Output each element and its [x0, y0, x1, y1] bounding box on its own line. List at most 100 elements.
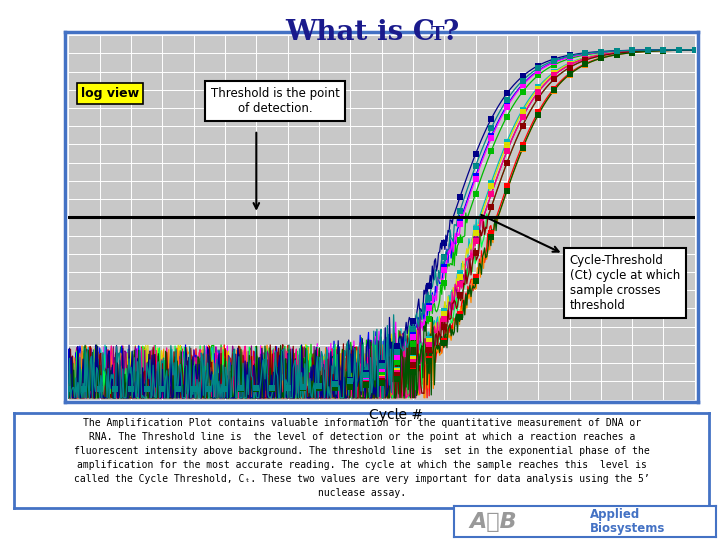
Point	[611, 47, 622, 56]
Point	[125, 384, 137, 393]
Point	[438, 307, 450, 315]
Point	[658, 46, 670, 55]
Point	[548, 75, 559, 84]
Point	[673, 46, 685, 55]
Point	[642, 46, 654, 55]
Point	[595, 47, 607, 56]
Point	[141, 384, 153, 393]
Point	[548, 56, 559, 65]
Point	[438, 323, 450, 332]
Point	[172, 384, 184, 393]
Point	[408, 355, 419, 363]
Point	[141, 384, 153, 393]
Point	[204, 384, 215, 393]
Point	[595, 51, 607, 60]
Point	[611, 49, 622, 57]
Point	[344, 382, 356, 391]
Point	[626, 48, 638, 57]
Point	[408, 333, 419, 341]
Point	[580, 55, 591, 63]
Point	[564, 63, 575, 72]
Point	[157, 384, 168, 393]
Point	[642, 46, 654, 55]
Point	[454, 235, 466, 244]
Point	[141, 384, 153, 393]
Point	[611, 50, 622, 59]
Point	[533, 87, 544, 96]
Point	[564, 70, 575, 79]
Point	[63, 384, 74, 393]
Point	[78, 384, 90, 393]
Point	[219, 384, 230, 393]
Point	[595, 48, 607, 57]
Point	[219, 384, 230, 393]
Point	[313, 384, 325, 393]
Point	[204, 384, 215, 393]
Point	[392, 375, 403, 383]
Point	[251, 384, 262, 393]
Point	[94, 384, 106, 393]
Point	[533, 84, 544, 93]
Point	[376, 379, 387, 387]
Point	[63, 384, 74, 393]
Point	[109, 384, 121, 393]
Point	[470, 174, 482, 183]
Point	[219, 384, 230, 393]
Point	[360, 369, 372, 377]
Point	[188, 384, 199, 393]
Point	[172, 384, 184, 393]
Point	[470, 236, 482, 245]
Point	[109, 384, 121, 393]
Point	[188, 384, 199, 393]
Point	[313, 381, 325, 390]
Point	[251, 384, 262, 393]
Point	[78, 384, 90, 393]
Point	[344, 381, 356, 389]
Point	[376, 379, 387, 387]
Point	[392, 353, 403, 361]
Point	[580, 53, 591, 62]
Point	[392, 367, 403, 375]
Point	[408, 368, 419, 376]
Point	[673, 46, 685, 55]
Point	[689, 45, 701, 54]
Point	[548, 69, 559, 78]
Point	[517, 140, 528, 149]
Point	[109, 384, 121, 393]
Point	[642, 46, 654, 55]
Point	[313, 382, 325, 391]
Point	[580, 51, 591, 59]
Point	[517, 72, 528, 80]
Point	[172, 384, 184, 393]
Point	[485, 134, 497, 143]
Point	[157, 384, 168, 393]
Point	[188, 384, 199, 393]
Point	[109, 384, 121, 393]
Text: Threshold is the point
of detection.: Threshold is the point of detection.	[211, 87, 340, 114]
Point	[235, 384, 246, 393]
Point	[344, 382, 356, 390]
Point	[392, 370, 403, 379]
Point	[376, 374, 387, 383]
Point	[266, 384, 278, 393]
Point	[297, 384, 309, 393]
Point	[282, 383, 294, 392]
Text: The Amplification Plot contains valuable information for the quantitative measur: The Amplification Plot contains valuable…	[74, 418, 649, 498]
Point	[423, 336, 434, 345]
Point	[266, 384, 278, 393]
Point	[658, 46, 670, 55]
Point	[658, 46, 670, 55]
Point	[517, 76, 528, 85]
Point	[658, 46, 670, 55]
Point	[157, 384, 168, 393]
Point	[517, 144, 528, 153]
Point	[204, 384, 215, 393]
Point	[78, 384, 90, 393]
Point	[63, 384, 74, 393]
Point	[297, 384, 309, 393]
Point	[344, 381, 356, 390]
Point	[423, 314, 434, 323]
Point	[360, 380, 372, 388]
Point	[297, 384, 309, 393]
Point	[204, 384, 215, 393]
